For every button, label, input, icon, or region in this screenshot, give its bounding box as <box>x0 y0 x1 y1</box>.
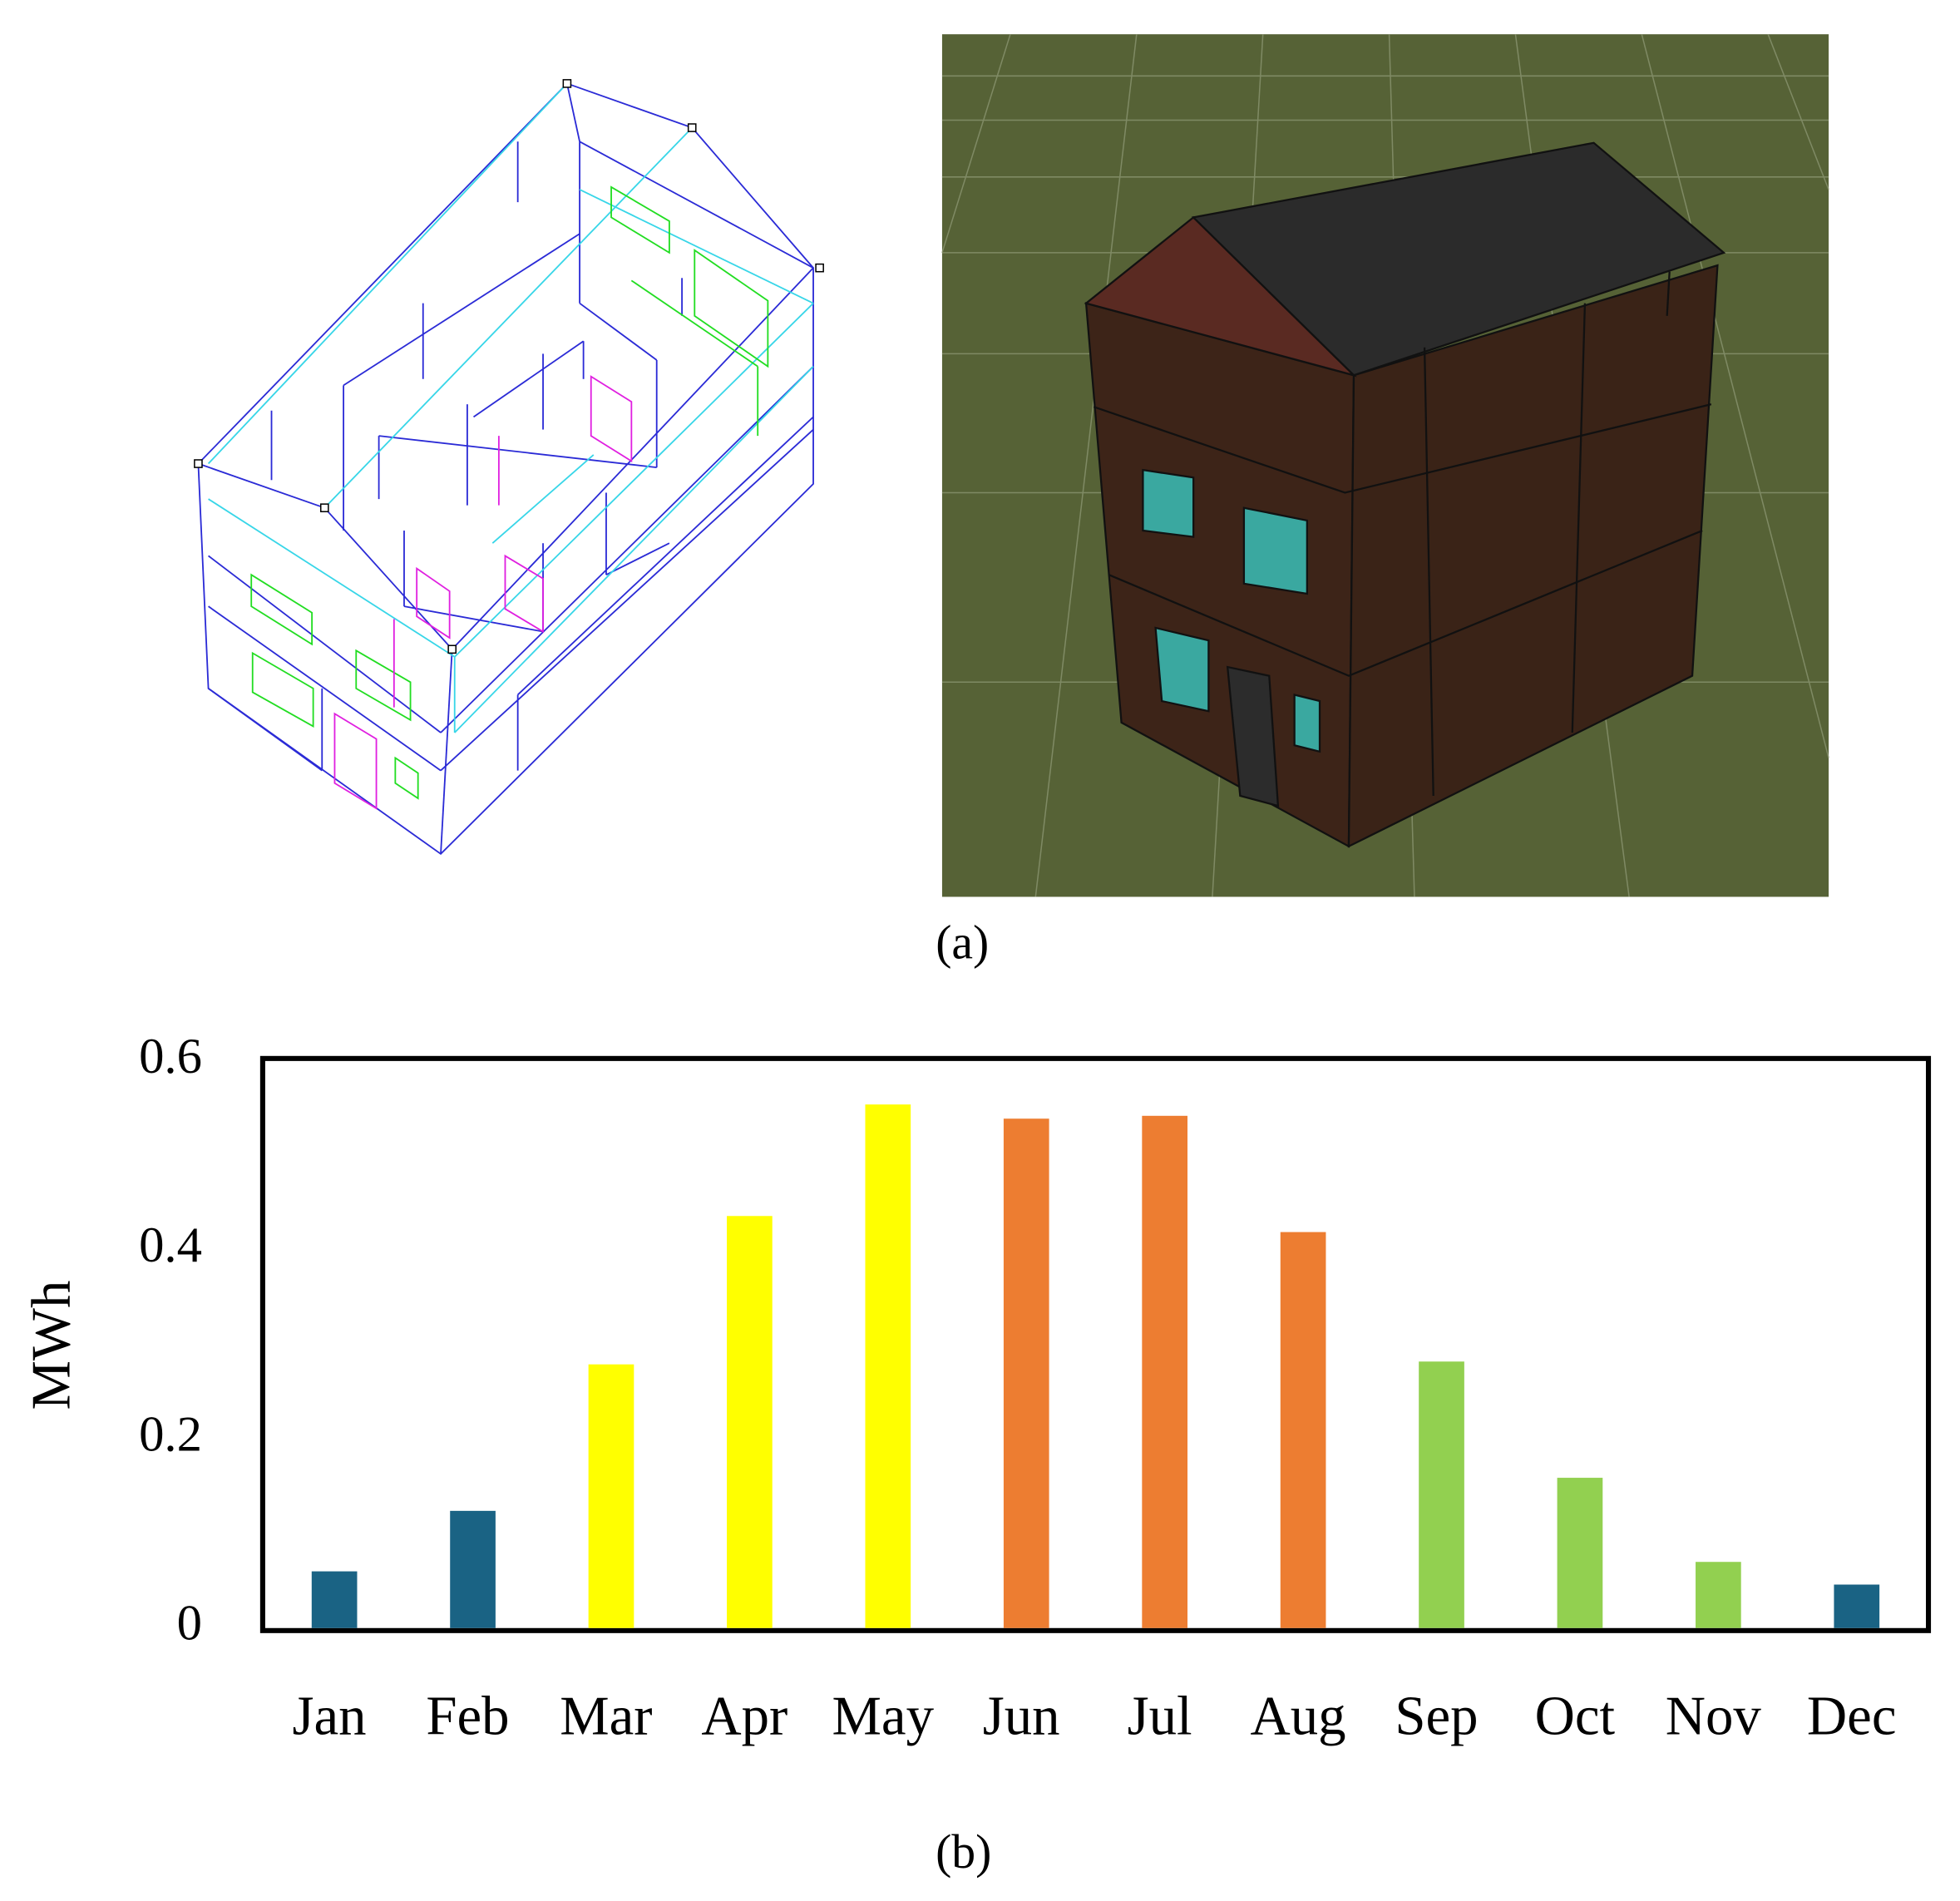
x-tick-label: Sep <box>1395 1685 1478 1746</box>
bar <box>588 1364 634 1628</box>
bar <box>1419 1361 1464 1628</box>
x-tick-label: Feb <box>426 1685 509 1746</box>
bar <box>450 1510 496 1628</box>
bar <box>1142 1115 1188 1628</box>
bar <box>311 1571 358 1628</box>
x-tick-label: Jan <box>293 1685 367 1746</box>
x-tick-label: Jul <box>1128 1685 1192 1746</box>
x-tick-label: Oct <box>1535 1685 1616 1746</box>
x-tick-label: Jun <box>983 1685 1060 1746</box>
bar <box>1280 1232 1326 1628</box>
x-tick-label: Nov <box>1666 1685 1762 1746</box>
bar <box>727 1216 773 1628</box>
y-axis-label: MWh <box>21 1281 82 1410</box>
bar <box>1696 1562 1741 1628</box>
y-tick-label: 0.2 <box>139 1406 202 1462</box>
y-tick-label: 0.4 <box>139 1217 202 1273</box>
bar <box>1834 1584 1880 1628</box>
bar <box>865 1104 911 1628</box>
y-tick-label: 0.6 <box>139 1029 202 1084</box>
x-tick-label: Apr <box>701 1685 787 1746</box>
panel-caption: (a) <box>936 916 989 969</box>
x-tick-label: Aug <box>1250 1685 1345 1746</box>
rendered-model <box>941 33 1829 897</box>
x-tick-label: Mar <box>560 1685 652 1746</box>
plot-frame <box>259 1055 1932 1633</box>
x-tick-label: May <box>832 1685 935 1746</box>
bar <box>1557 1478 1603 1628</box>
panel-caption: (b) <box>936 1826 991 1879</box>
x-tick-label: Dec <box>1807 1685 1897 1746</box>
bar <box>1003 1118 1049 1628</box>
wireframe-model <box>194 79 824 856</box>
y-tick-label: 0 <box>177 1596 202 1652</box>
